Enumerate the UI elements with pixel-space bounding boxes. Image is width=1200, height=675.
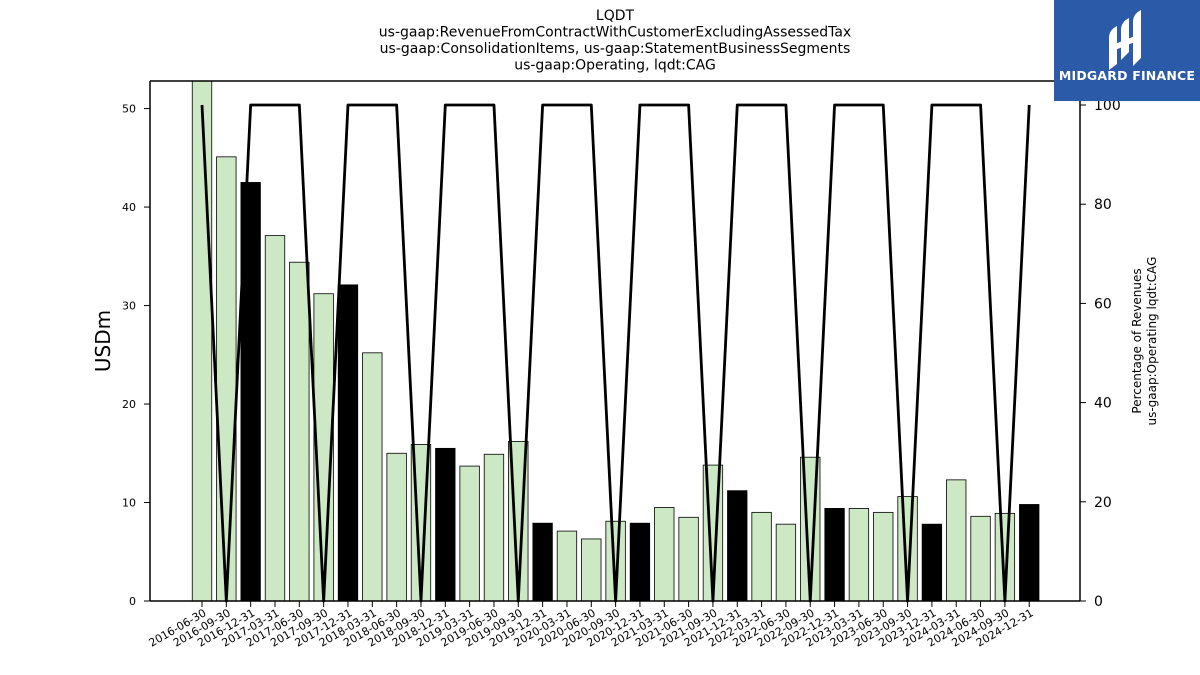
axis-titles: USDm Percentage of Revenues us-gaap:Operat…: [91, 257, 1159, 426]
bar-2016-06-30: [191, 80, 213, 602]
bar-2024-12-31: [1019, 504, 1040, 602]
bar-2018-03-31: [362, 352, 383, 602]
bar-2021-06-30: [678, 516, 699, 602]
bar-2017-12-31: [337, 284, 359, 602]
bar-2024-03-31: [946, 479, 967, 602]
bar-2023-06-30: [873, 511, 894, 602]
title-line-3: us-gaap:Operating, lqdt:CAG: [514, 58, 716, 74]
ytick-right-label-40: 40: [1094, 396, 1112, 412]
y-axis-left-ticks: 0 10 20 30 40 50: [122, 103, 150, 608]
bar-2023-03-31: [848, 508, 870, 602]
ytick-left-label-10: 10: [122, 497, 136, 510]
title-line-0: LQDT: [596, 8, 635, 24]
bar-2017-06-30: [289, 261, 310, 602]
bar-2019-03-31: [459, 465, 480, 602]
bar-2023-12-31: [921, 523, 943, 602]
y-axis-right-title-line-0: Percentage of Revenues: [1130, 268, 1144, 413]
y-axis-right-title-line-1: us-gaap:Operating lqdt:CAG: [1145, 257, 1159, 426]
ytick-left-label-20: 20: [122, 398, 136, 411]
bar-2019-12-31: [532, 522, 553, 602]
bar-2020-03-31: [556, 530, 578, 602]
ytick-left-label-30: 30: [122, 300, 136, 313]
bar-2018-06-30: [386, 452, 407, 602]
axes: [149, 80, 1081, 602]
bar-2016-09-30: [216, 156, 237, 602]
bar-2024-06-30: [970, 515, 991, 602]
bar-2021-03-31: [654, 507, 675, 602]
x-axis-ticks: 2016-06-302016-09-302016-12-312017-03-31…: [147, 601, 1036, 650]
ytick-right-label-20: 20: [1094, 495, 1112, 511]
logo-text: MIDGARD FINANCE: [1058, 68, 1196, 83]
ytick-right-label-0: 0: [1094, 594, 1103, 610]
bar-series: [191, 80, 1040, 602]
title-line-2: us-gaap:ConsolidationItems, us-gaap:Stat…: [380, 41, 851, 57]
title-line-1: us-gaap:RevenueFromContractWithCustomerE…: [379, 25, 851, 41]
bar-2017-03-31: [264, 235, 286, 602]
bar-2020-06-30: [581, 538, 602, 602]
ytick-left-label-50: 50: [122, 103, 136, 116]
ytick-right-label-80: 80: [1094, 197, 1112, 213]
bar-2022-03-31: [751, 511, 772, 602]
bar-2022-12-31: [824, 508, 845, 602]
ytick-left-label-0: 0: [129, 595, 136, 608]
ytick-right-label-60: 60: [1094, 296, 1112, 312]
y-axis-right-ticks: 0 20 40 60 80 100: [1080, 98, 1121, 610]
ytick-right-label-100: 100: [1094, 98, 1121, 114]
chart-title: LQDTus-gaap:RevenueFromContractWithCusto…: [379, 8, 851, 74]
ytick-left-label-40: 40: [122, 201, 136, 214]
bar-2022-06-30: [775, 523, 797, 602]
midgard-logo: MIDGARD FINANCE: [1054, 0, 1200, 101]
midgard-logo-icon: [1109, 10, 1141, 70]
bar-2018-12-31: [435, 447, 456, 602]
bar-2021-12-31: [727, 490, 748, 602]
y-axis-left-title: USDm: [91, 310, 115, 372]
bar-2019-06-30: [483, 453, 505, 602]
bar-2020-12-31: [629, 522, 651, 602]
